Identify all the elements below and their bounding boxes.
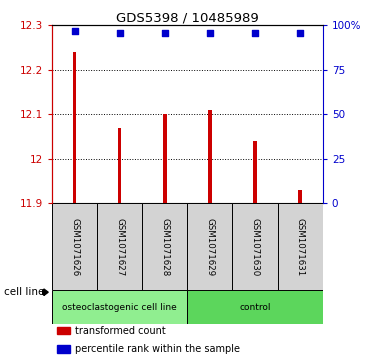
Text: transformed count: transformed count: [75, 326, 166, 335]
Point: [72, 28, 78, 34]
Bar: [73, 52, 76, 203]
Bar: [97, 203, 142, 290]
Bar: [278, 203, 323, 290]
Text: GSM1071630: GSM1071630: [250, 217, 260, 276]
Bar: [118, 128, 121, 203]
Bar: [187, 203, 233, 290]
Bar: [208, 110, 212, 203]
Point: [162, 30, 168, 36]
Text: GSM1071627: GSM1071627: [115, 217, 124, 276]
Text: GSM1071628: GSM1071628: [160, 217, 169, 276]
Text: control: control: [239, 302, 271, 311]
Bar: [52, 290, 187, 324]
Text: GSM1071629: GSM1071629: [206, 218, 214, 276]
Text: percentile rank within the sample: percentile rank within the sample: [75, 344, 240, 354]
Bar: [52, 203, 97, 290]
Text: GSM1071626: GSM1071626: [70, 217, 79, 276]
Bar: [187, 290, 323, 324]
Point: [252, 30, 258, 36]
Point: [297, 30, 303, 36]
Bar: [253, 141, 257, 203]
Point: [207, 30, 213, 36]
Bar: [163, 114, 167, 203]
Point: [117, 30, 123, 36]
Text: GSM1071631: GSM1071631: [296, 217, 305, 276]
Text: cell line: cell line: [4, 287, 44, 297]
Bar: [233, 203, 278, 290]
Bar: [142, 203, 187, 290]
Bar: [58, 345, 69, 353]
Text: osteoclastogenic cell line: osteoclastogenic cell line: [62, 302, 177, 311]
Title: GDS5398 / 10485989: GDS5398 / 10485989: [116, 11, 259, 24]
Bar: [298, 190, 302, 203]
Bar: [58, 327, 69, 334]
